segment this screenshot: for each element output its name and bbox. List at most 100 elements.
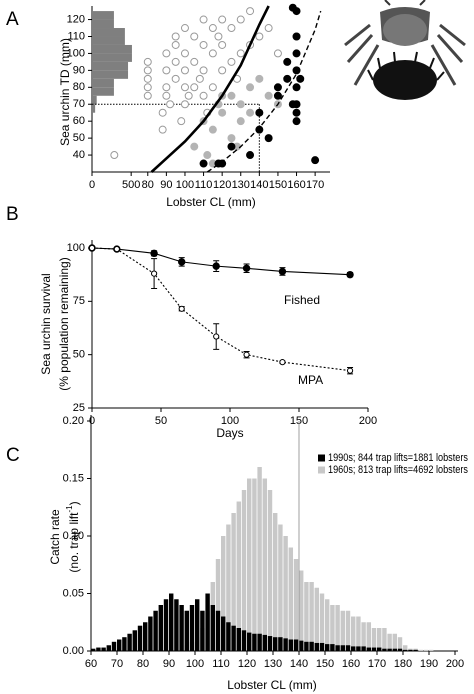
data-point <box>190 32 199 41</box>
y-tick-label: 100 <box>67 242 85 254</box>
data-point <box>180 24 189 33</box>
histogram-bar <box>92 36 125 45</box>
histogram-bar <box>92 28 125 37</box>
series-label: Fished <box>284 293 320 307</box>
histogram-bar <box>92 70 129 79</box>
data-point <box>283 57 292 66</box>
data-point <box>264 91 273 100</box>
data-point <box>150 249 158 258</box>
histogram-bar <box>340 610 346 651</box>
data-point <box>190 83 199 92</box>
histogram-bar <box>377 628 382 651</box>
histogram-bar <box>262 478 268 651</box>
data-point <box>246 83 255 92</box>
x-tick-label: 150 <box>269 179 287 191</box>
histogram-bar <box>429 649 434 651</box>
histogram-bar <box>267 490 273 651</box>
data-point <box>311 156 320 165</box>
histogram-bar <box>335 645 340 651</box>
data-point <box>180 49 189 58</box>
histogram-bar <box>92 61 129 71</box>
data-point <box>171 40 180 49</box>
data-point <box>143 83 152 92</box>
data-point <box>203 151 212 160</box>
data-point <box>162 91 171 100</box>
x-tick-label: 130 <box>264 658 282 670</box>
histogram-bar <box>195 599 200 651</box>
y-tick-label: 0.10 <box>63 530 84 542</box>
histogram-bar <box>319 593 325 651</box>
histogram-bar <box>226 524 231 651</box>
y-tick-label: 90 <box>73 64 85 76</box>
y-tick-label: 50 <box>73 349 85 361</box>
histogram-bar <box>397 648 403 651</box>
y-tick-label: 0.05 <box>63 587 84 599</box>
histogram-bar <box>423 649 429 651</box>
histogram-bar <box>236 501 242 651</box>
histogram-bar <box>231 513 236 651</box>
data-point <box>199 66 208 75</box>
data-point <box>166 100 175 109</box>
model-curve <box>150 5 270 173</box>
histogram-bar <box>273 637 278 651</box>
histogram-bar <box>231 625 236 651</box>
histogram-bar <box>366 622 372 651</box>
histogram-bar <box>92 11 114 20</box>
histogram-bar <box>283 536 288 651</box>
legend-label: 1990s; 844 trap lifts=1881 lobsters <box>328 452 468 464</box>
histogram-bar <box>273 513 278 651</box>
y-tick-label: 100 <box>67 47 85 59</box>
data-point <box>162 83 171 92</box>
data-point <box>236 49 245 58</box>
data-point <box>273 49 282 58</box>
x-tick-label: 150 <box>290 415 308 427</box>
data-point <box>236 100 245 109</box>
data-point <box>227 24 236 33</box>
data-point <box>143 91 152 100</box>
y-tick-label: 50 <box>73 132 85 144</box>
x-tick-label: 150 <box>316 658 334 670</box>
histogram-bar <box>127 633 132 651</box>
data-point <box>288 3 297 12</box>
y-tick-label: 75 <box>73 295 85 307</box>
histogram-bar <box>106 645 112 651</box>
x-tick-label: 200 <box>446 658 464 670</box>
histogram-bar <box>314 587 320 651</box>
histogram-bar <box>309 641 314 651</box>
histogram-bar <box>330 605 335 651</box>
data-point <box>190 57 199 66</box>
data-point <box>273 83 282 92</box>
data-point <box>171 32 180 41</box>
histogram-bar <box>299 640 304 651</box>
data-point <box>199 91 208 100</box>
y-axis-label: Sea urchin survival <box>39 273 53 374</box>
x-tick-label: 80 <box>137 658 149 670</box>
data-point <box>218 66 227 75</box>
data-point <box>292 83 301 92</box>
histogram-bar <box>293 639 299 651</box>
histogram-bar <box>184 610 190 651</box>
data-point <box>255 74 264 83</box>
histogram-bar <box>377 647 382 651</box>
data-point <box>178 305 185 312</box>
histogram-bar <box>319 642 325 651</box>
data-point <box>255 32 264 41</box>
data-point <box>171 57 180 66</box>
histogram-bar <box>215 559 221 651</box>
histogram-bar <box>314 642 320 651</box>
histogram-bar <box>267 636 273 651</box>
x-tick-label: 170 <box>306 179 324 191</box>
histogram-bar <box>330 644 335 651</box>
data-point <box>227 142 236 151</box>
data-point <box>246 7 255 16</box>
histogram-bar <box>92 87 114 96</box>
data-point <box>283 74 292 83</box>
x-tick-label: 80 <box>142 179 154 191</box>
histogram-bar <box>325 599 330 651</box>
data-point <box>346 270 354 279</box>
histogram-bar <box>92 104 96 113</box>
x-tick-label: 110 <box>195 179 213 191</box>
histogram-bar <box>283 638 288 651</box>
data-point <box>208 49 217 58</box>
